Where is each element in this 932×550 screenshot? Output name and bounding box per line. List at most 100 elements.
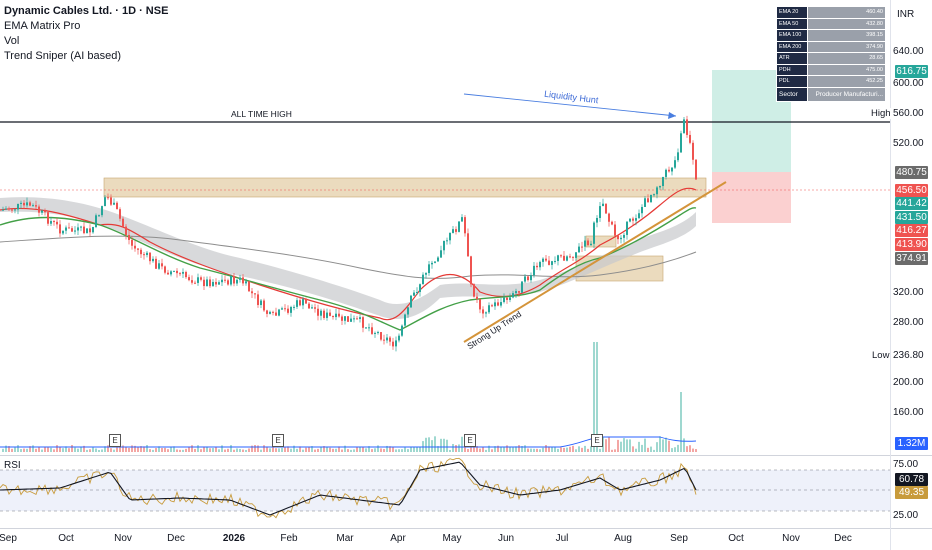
candle [581,246,583,248]
indicator-ema-matrix[interactable]: EMA Matrix Pro [4,20,81,32]
earnings-marker[interactable]: E [591,434,603,447]
earnings-marker[interactable]: E [272,434,284,447]
candle [116,202,118,210]
volume-bar [227,448,229,452]
candle [89,228,91,233]
candle [23,202,25,206]
candle [335,313,337,318]
time-axis-label: May [442,533,462,544]
volume-bar [290,448,292,452]
candle [194,282,196,284]
candle [371,327,373,334]
candle [533,265,535,276]
volume-bar [389,446,391,452]
candle [80,226,82,228]
candle [653,194,655,196]
volume-bar [98,449,100,452]
candle [419,284,421,293]
candle [440,250,442,258]
volume-bar [407,449,409,452]
ema200-line [0,235,697,279]
candle [248,281,250,292]
entry-price-tag: 480.75 [895,166,928,179]
rsi-pane-label[interactable]: RSI [4,460,21,471]
volume-bar [668,440,670,452]
time-axis-label: Nov [114,533,132,544]
volume-bar [353,449,355,452]
candle [245,281,247,284]
earnings-marker[interactable]: E [109,434,121,447]
price-axis-label: 560.00 [893,108,924,119]
volume-bar [56,445,58,452]
candle [695,159,697,180]
candle [314,307,316,309]
volume-bar [416,447,418,452]
earnings-marker[interactable]: E [464,434,476,447]
volume-bar [596,342,598,452]
rsi-line [0,457,697,519]
info-key: PDL [776,75,808,88]
candle [344,316,346,321]
volume-bar [209,448,211,452]
volume-bar [260,449,262,452]
volume-bar [101,449,103,452]
candle [461,217,463,222]
candle [197,277,199,283]
symbol-title[interactable]: Dynamic Cables Ltd. · 1D · NSE [4,5,169,17]
candle [221,279,223,283]
volume-bar [278,448,280,452]
candle [239,277,241,280]
time-axis-label: Aug [614,533,632,544]
candle [410,295,412,308]
candle [242,277,244,284]
volume-bar [461,436,463,452]
candle [272,311,274,313]
volume-bar [575,449,577,452]
volume-bar [80,446,82,452]
info-value: 452.25 [807,75,886,88]
indicator-trend-sniper[interactable]: Trend Sniper (AI based) [4,50,121,62]
candle [407,307,409,315]
volume-bar [140,446,142,452]
candle [113,202,115,205]
volume-bar [206,446,208,452]
candle [5,208,7,210]
price-axis-label: 160.00 [893,407,924,418]
rsi-signal-tag: 49.35 [895,486,928,499]
candle [119,209,121,219]
volume-bar [50,447,52,452]
candle [659,186,661,188]
candle [83,226,85,234]
time-axis-label: Jul [555,533,569,544]
candle [44,210,46,213]
candle [476,296,478,300]
volume-bar [344,445,346,452]
time-axis-label: Dec [834,533,852,544]
candle [368,327,370,329]
volume-bar [191,445,193,452]
info-key: EMA 20 [776,6,808,19]
volume-bar [2,448,4,452]
candle [572,256,574,258]
volume-bar [89,449,91,452]
volume-bar [95,448,97,452]
volume-bar [515,446,517,452]
info-value: 398.15 [807,29,886,42]
volume-bar [113,449,115,452]
volume-bar [197,445,199,452]
volume-bar [689,445,691,452]
candle [449,232,451,241]
candle [551,261,553,265]
candle [437,257,439,262]
ema-tag: 441.42 [895,197,928,210]
volume-bar [182,449,184,452]
indicator-volume[interactable]: Vol [4,35,20,47]
candle [47,212,49,224]
candle [452,229,454,233]
currency-label[interactable]: INR [897,9,915,20]
target-price-tag: 616.75 [895,65,928,78]
candle [473,284,475,297]
candle [680,133,682,153]
candle [632,218,634,221]
candle [167,272,169,275]
